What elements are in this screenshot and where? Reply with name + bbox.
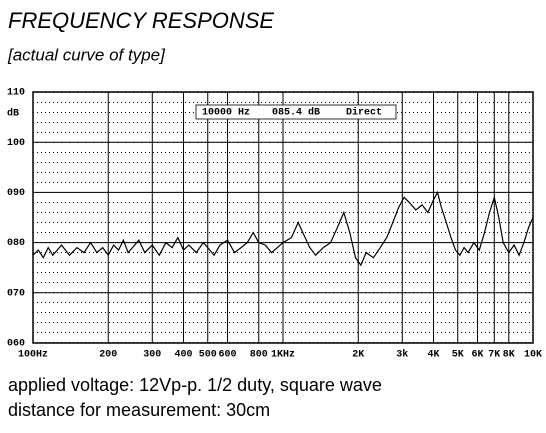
x-tick-label: 400 (175, 350, 193, 361)
y-tick-label: 060 (7, 339, 25, 350)
y-tick-label: 070 (7, 288, 25, 299)
x-tick-label: 100Hz (18, 350, 48, 361)
x-tick-label: 8K (503, 350, 515, 361)
x-tick-label: 5K (452, 350, 464, 361)
x-tick-label: 3k (396, 349, 408, 361)
readout: 10000 Hz (202, 108, 250, 119)
x-tick-label: 200 (99, 350, 117, 361)
y-unit-label: dB (7, 108, 19, 120)
x-tick-label: 2K (352, 350, 364, 361)
x-tick-label: 1KHz (271, 350, 295, 361)
chart-title: FREQUENCY RESPONSE (8, 8, 274, 33)
x-tick-label: 300 (143, 350, 161, 361)
x-tick-label: 10K (524, 350, 542, 361)
y-tick-label: 110 (7, 88, 25, 99)
x-tick-label: 7K (488, 350, 500, 361)
response-curve (32, 190, 534, 267)
x-tick-label: 600 (219, 350, 237, 361)
readout-box (195, 104, 397, 120)
y-tick-label: 100 (7, 138, 25, 149)
y-tick-label: 080 (7, 238, 25, 249)
x-tick-label: 4K (428, 350, 440, 361)
chart-subtitle: [actual curve of type] (7, 45, 166, 64)
readout: 085.4 dB (272, 107, 320, 119)
x-tick-label: 800 (250, 350, 268, 361)
note: distance for measurement: 30cm (8, 400, 270, 420)
y-tick-label: 090 (7, 188, 25, 199)
note: applied voltage: 12Vp-p. 1/2 duty, squar… (8, 375, 382, 395)
x-tick-label: 500 (199, 350, 217, 361)
x-tick-label: 6K (472, 350, 484, 361)
readout: Direct (346, 107, 382, 119)
